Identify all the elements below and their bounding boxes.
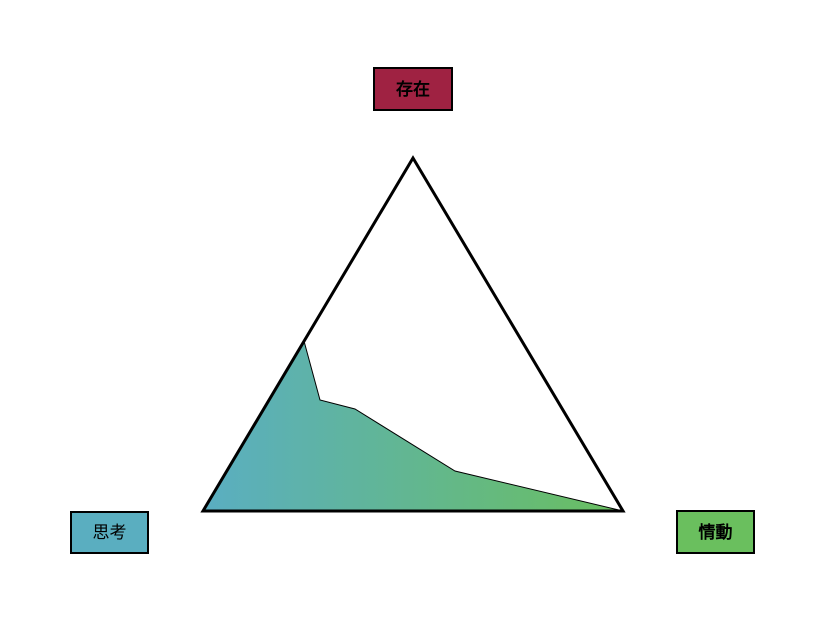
node-label: 思考 [93,523,127,543]
triangle [200,155,626,513]
top-node: 存在 [373,67,453,111]
node-label: 存在 [396,79,430,100]
left-node: 思考 [70,511,149,554]
right-node: 情動 [676,510,755,554]
filled-area [202,339,624,512]
node-box [676,510,755,554]
node-box [70,511,149,554]
node-box [373,67,453,111]
node-label: 情動 [699,522,733,543]
